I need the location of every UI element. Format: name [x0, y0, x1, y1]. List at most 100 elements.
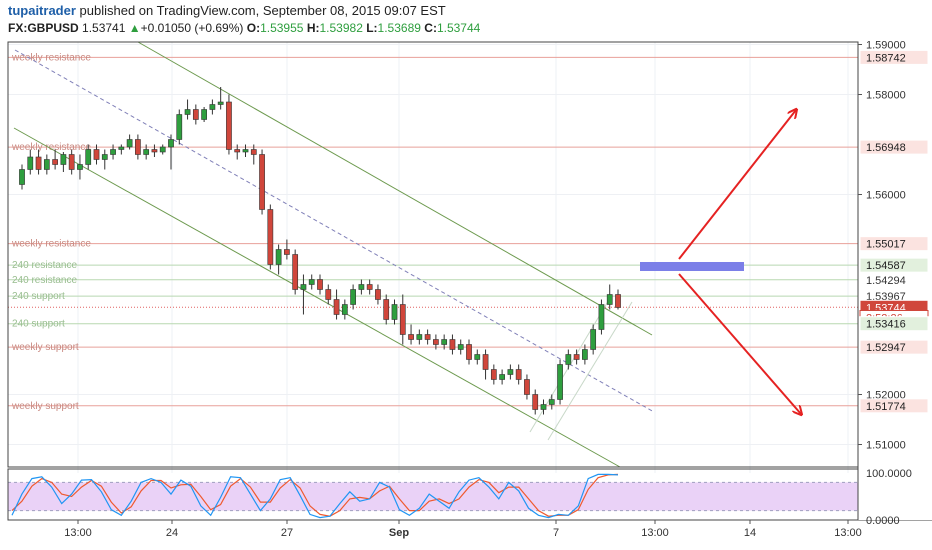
candle-body: [325, 289, 332, 300]
candle-body: [499, 374, 505, 380]
x-tick-label: 13:00: [64, 527, 92, 539]
candle-body: [52, 159, 58, 165]
price-label: 1.51774: [866, 401, 906, 413]
level-label: 240 support: [12, 319, 65, 330]
price-label: 1.53416: [866, 319, 906, 331]
candle-body: [317, 279, 323, 290]
level-label: weekly support: [11, 401, 79, 412]
chart-header: tupaitrader published on TradingView.com…: [0, 0, 932, 38]
candle-body: [615, 294, 621, 308]
candle-body: [284, 249, 290, 255]
x-tick-label: 27: [281, 527, 293, 539]
candle-body: [151, 149, 158, 153]
published-text: published on TradingView.com, September …: [79, 3, 446, 18]
price-label-box: [859, 339, 929, 355]
candle-body: [308, 279, 315, 285]
x-tick-label: 24: [166, 527, 178, 539]
channel-lower-line: [13, 127, 621, 468]
candle-body: [466, 344, 472, 360]
low-label: L:: [366, 21, 378, 35]
candles: [19, 87, 621, 415]
x-tick-label: 14: [744, 527, 756, 539]
candle-body: [143, 149, 150, 155]
candle-body: [573, 354, 580, 360]
level-label: weekly resistance: [11, 52, 91, 63]
candle-body: [383, 299, 390, 320]
x-tick-label: Sep: [389, 527, 409, 539]
candle-body: [126, 139, 133, 148]
symbol-name[interactable]: FX:GBPUSD: [8, 21, 79, 35]
candle-body: [234, 149, 241, 153]
candle-body: [590, 329, 597, 350]
close-label: C:: [424, 21, 437, 35]
candle-body: [35, 156, 42, 170]
candle-body: [515, 369, 522, 380]
time-axis[interactable]: 13:00 24 27 Sep 7 13:00 14 13:00: [64, 520, 862, 539]
level-label: 240 resistance: [12, 275, 77, 286]
y-tick-label: 1.59000: [866, 40, 906, 52]
candle-body: [259, 154, 265, 210]
candle-body: [93, 149, 100, 160]
candle-body: [449, 339, 456, 350]
low-value: 1.53689: [377, 21, 421, 35]
candle-body: [391, 304, 398, 320]
candle-body: [267, 209, 274, 265]
candle-body: [482, 354, 489, 370]
candle-body: [416, 334, 423, 340]
candle-body: [242, 149, 249, 153]
open-value: 1.53955: [260, 21, 304, 35]
candle-body: [184, 109, 191, 115]
candle-body: [540, 404, 547, 410]
price-label-box: [859, 49, 929, 65]
candle-body: [209, 104, 216, 110]
candle-body: [582, 349, 588, 360]
candle-body: [201, 109, 207, 120]
publish-info: tupaitrader published on TradingView.com…: [8, 3, 446, 18]
stoch-k-line: [11, 473, 619, 519]
candle-body: [507, 369, 514, 375]
candle-body: [433, 339, 439, 345]
close-value: 1.53744: [436, 21, 481, 35]
price-label-box: [859, 316, 929, 332]
price-change: +0.01050 (+0.69%): [140, 21, 244, 35]
candle-body: [60, 154, 67, 165]
candle-body: [159, 146, 166, 153]
candle-body: [399, 304, 406, 335]
candle-body: [557, 364, 563, 400]
sr-levels: weekly resistance weekly resistance weekly…: [8, 52, 858, 412]
y-tick-label: 1.51000: [866, 440, 906, 452]
candle-body: [292, 254, 299, 290]
price-label-box: [859, 236, 929, 252]
price-label-box: [859, 272, 929, 288]
candle-body: [375, 289, 381, 300]
change-arrow-icon: ▲: [128, 21, 141, 35]
x-tick-label: 13:00: [834, 527, 862, 539]
price-label-box: [859, 257, 929, 273]
candle-body: [424, 334, 431, 340]
candle-body: [110, 149, 116, 155]
price-label: 1.54587: [866, 260, 906, 272]
bearish-arrow-icon: [678, 273, 801, 414]
author-link[interactable]: tupaitrader: [8, 3, 76, 18]
price-label: 1.56948: [866, 142, 906, 154]
channel-drawings: [13, 41, 801, 468]
chart-grid: [8, 42, 858, 520]
candle-body: [101, 154, 108, 160]
price-label-box: [859, 139, 929, 155]
price-label: 1.55017: [866, 239, 906, 251]
channel-upper-line: [137, 41, 653, 336]
candle-body: [19, 169, 25, 185]
candle-body: [176, 114, 183, 140]
candle-body: [118, 146, 125, 150]
price-label: 1.58742: [866, 52, 906, 64]
rising-channel-lower: [547, 301, 633, 441]
stoch-tick-label: 0.0000: [866, 515, 900, 527]
candle-body: [27, 156, 34, 170]
candle-body: [490, 369, 497, 380]
price-axis[interactable]: 1.590001.580001.560001.520001.510001.587…: [857, 40, 932, 528]
candle-body: [358, 284, 365, 290]
candle-body: [366, 284, 373, 290]
candle-body: [341, 304, 348, 315]
candle-body: [85, 149, 92, 165]
